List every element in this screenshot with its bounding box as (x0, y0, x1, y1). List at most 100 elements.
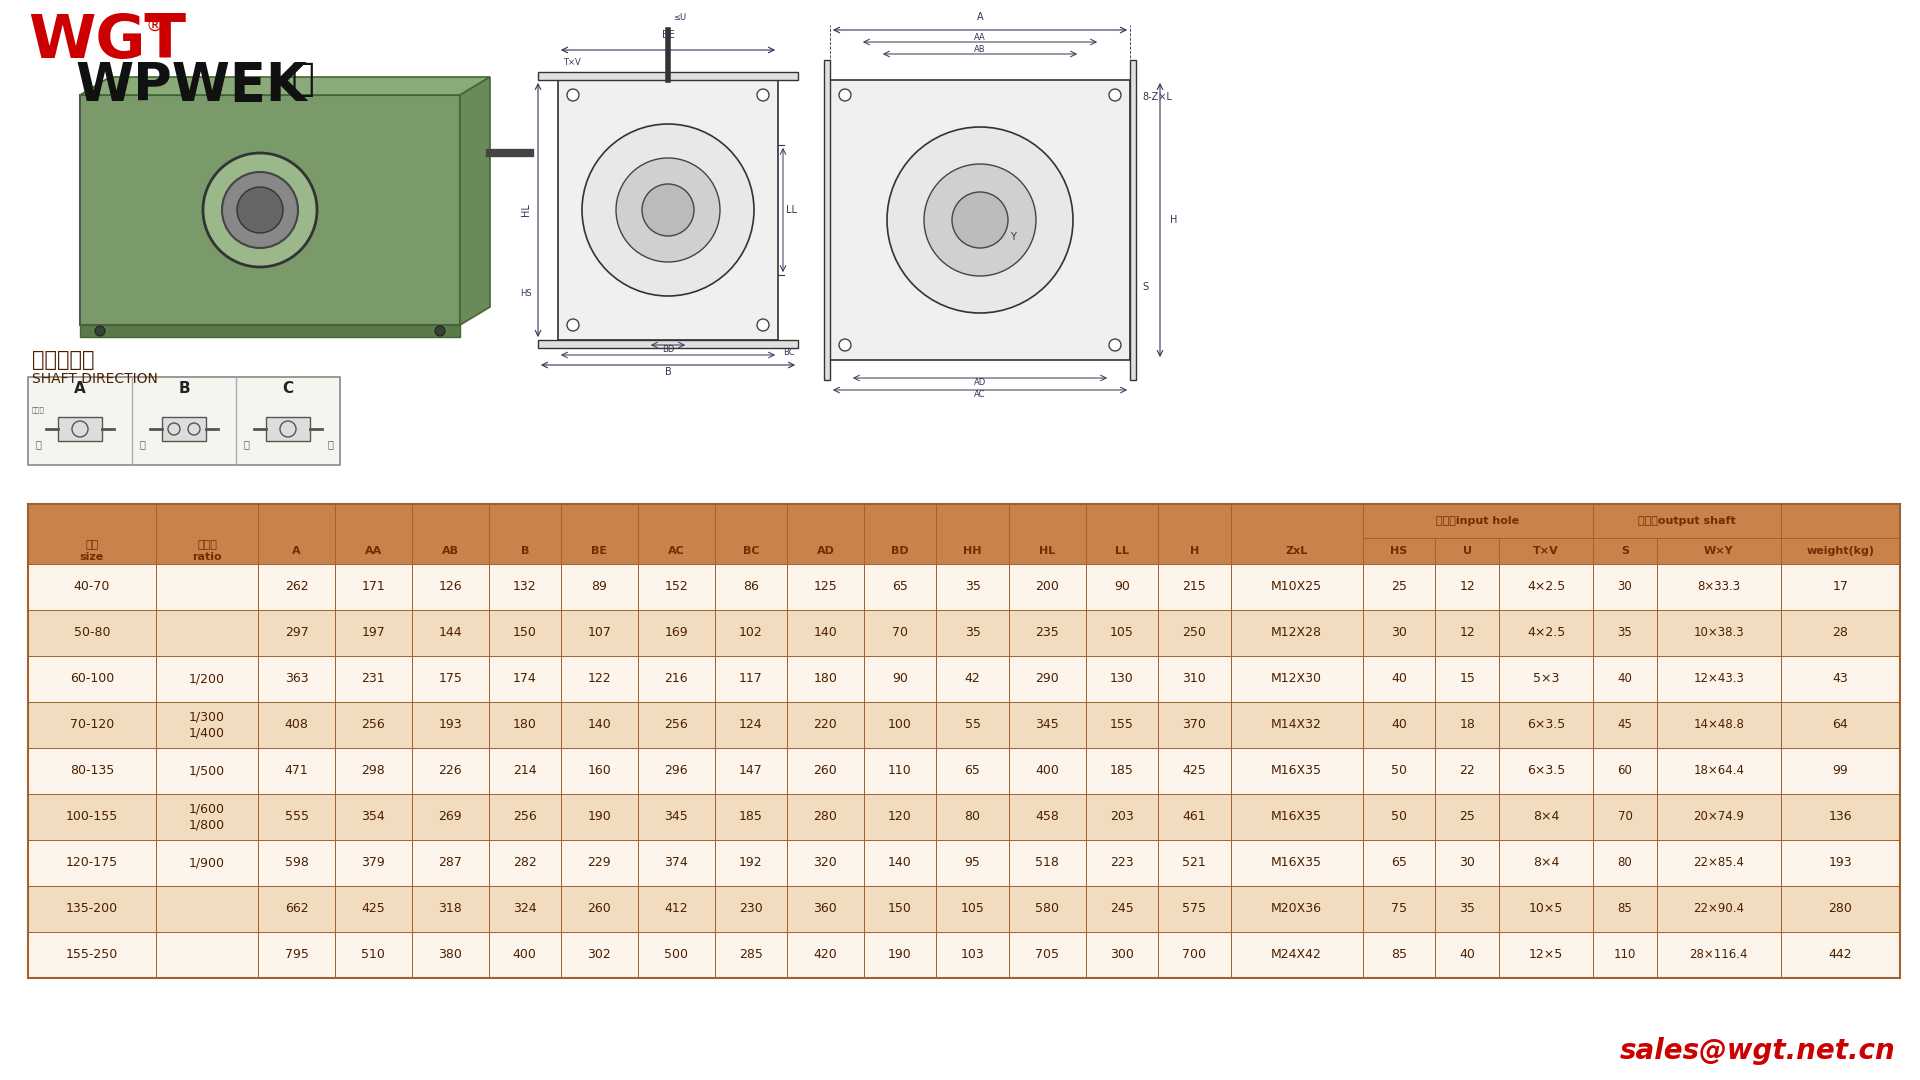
Text: LL: LL (1116, 546, 1129, 556)
Text: HS: HS (1390, 546, 1407, 556)
Text: 130: 130 (1110, 673, 1133, 686)
Text: 轴指向表示: 轴指向表示 (33, 350, 94, 370)
Text: 230: 230 (739, 903, 762, 916)
Text: HS: HS (520, 289, 532, 298)
Text: 235: 235 (1035, 626, 1060, 639)
Circle shape (952, 192, 1008, 248)
Bar (267, 417, 309, 441)
Text: 124: 124 (739, 718, 762, 731)
Text: 320: 320 (814, 856, 837, 869)
Text: 192: 192 (739, 856, 762, 869)
Text: T×V: T×V (1534, 546, 1559, 556)
Text: Y: Y (1010, 232, 1016, 242)
Text: 203: 203 (1110, 810, 1133, 823)
Text: 144: 144 (438, 626, 463, 639)
Text: 510: 510 (361, 948, 386, 961)
Bar (161, 417, 205, 441)
Text: 363: 363 (284, 673, 309, 686)
Text: 1/900: 1/900 (188, 856, 225, 869)
Text: AC: AC (973, 390, 985, 399)
Bar (538, 72, 799, 80)
Text: LL: LL (785, 205, 797, 215)
Text: SHAFT DIRECTION: SHAFT DIRECTION (33, 372, 157, 386)
Text: 245: 245 (1110, 903, 1133, 916)
Bar (824, 60, 829, 380)
Text: 120-175: 120-175 (65, 856, 117, 869)
Text: 795: 795 (284, 948, 309, 961)
Text: AD: AD (816, 546, 835, 556)
Text: 18: 18 (1459, 718, 1475, 731)
Text: 302: 302 (588, 948, 611, 961)
Text: 25: 25 (1390, 581, 1407, 594)
Bar (29, 538, 1901, 564)
Text: H: H (1169, 215, 1177, 225)
Text: 入: 入 (138, 438, 144, 449)
Text: 102: 102 (739, 626, 762, 639)
Text: 140: 140 (814, 626, 837, 639)
Text: C: C (282, 381, 294, 396)
Text: 296: 296 (664, 765, 687, 778)
Text: 1/300
1/400: 1/300 1/400 (188, 711, 225, 739)
Text: 14×48.8: 14×48.8 (1693, 718, 1743, 731)
Text: 300: 300 (1110, 948, 1133, 961)
Text: 28×116.4: 28×116.4 (1690, 948, 1747, 961)
Text: 425: 425 (361, 903, 386, 916)
Text: 18×64.4: 18×64.4 (1693, 765, 1743, 778)
Text: 75: 75 (1390, 903, 1407, 916)
Text: 174: 174 (513, 673, 538, 686)
Text: 4×2.5: 4×2.5 (1526, 626, 1565, 639)
Text: 60: 60 (1617, 765, 1632, 778)
Circle shape (223, 172, 298, 248)
Circle shape (94, 326, 106, 336)
Text: 30: 30 (1459, 856, 1475, 869)
Text: 580: 580 (1035, 903, 1060, 916)
Text: 15: 15 (1459, 673, 1475, 686)
Text: 35: 35 (964, 626, 981, 639)
Text: 190: 190 (588, 810, 611, 823)
Text: HL: HL (1039, 546, 1056, 556)
Text: 70: 70 (1617, 810, 1632, 823)
Text: 107: 107 (588, 626, 611, 639)
Text: 180: 180 (513, 718, 538, 731)
Circle shape (641, 184, 693, 237)
Text: 45: 45 (1617, 718, 1632, 731)
Text: 458: 458 (1035, 810, 1060, 823)
Text: T×V: T×V (563, 58, 580, 67)
Text: 262: 262 (284, 581, 309, 594)
Text: 310: 310 (1183, 673, 1206, 686)
Text: 285: 285 (739, 948, 762, 961)
Text: ZxL: ZxL (1286, 546, 1308, 556)
Text: 6×3.5: 6×3.5 (1526, 765, 1565, 778)
Text: 20×74.9: 20×74.9 (1693, 810, 1743, 823)
Text: 8×4: 8×4 (1532, 856, 1559, 869)
Text: 412: 412 (664, 903, 687, 916)
Text: 518: 518 (1035, 856, 1060, 869)
Text: M10X25: M10X25 (1271, 581, 1323, 594)
Text: 150: 150 (513, 626, 538, 639)
Text: M20X36: M20X36 (1271, 903, 1323, 916)
Text: 6×3.5: 6×3.5 (1526, 718, 1565, 731)
Text: 减速比
ratio: 减速比 ratio (192, 540, 223, 563)
Text: 出力轴output shaft: 出力轴output shaft (1638, 516, 1736, 526)
Text: 345: 345 (664, 810, 687, 823)
Text: 521: 521 (1183, 856, 1206, 869)
Text: 400: 400 (1035, 765, 1060, 778)
Text: 287: 287 (438, 856, 463, 869)
Text: 175: 175 (438, 673, 463, 686)
Text: 216: 216 (664, 673, 687, 686)
Text: 1/500: 1/500 (188, 765, 225, 778)
Text: 35: 35 (964, 581, 981, 594)
Text: 226: 226 (438, 765, 463, 778)
Text: M16X35: M16X35 (1271, 856, 1323, 869)
Text: 555: 555 (284, 810, 309, 823)
Text: 171: 171 (361, 581, 386, 594)
Text: H: H (1190, 546, 1198, 556)
Text: 220: 220 (814, 718, 837, 731)
Polygon shape (81, 77, 490, 95)
Circle shape (436, 326, 445, 336)
Text: 380: 380 (438, 948, 463, 961)
Text: 180: 180 (814, 673, 837, 686)
Text: 入: 入 (35, 438, 40, 449)
Text: 442: 442 (1828, 948, 1853, 961)
Text: 197: 197 (361, 626, 386, 639)
